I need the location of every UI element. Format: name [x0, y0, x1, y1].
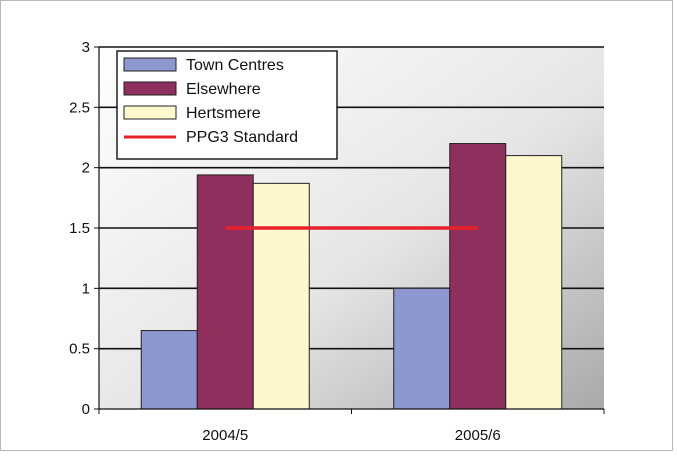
legend-label: Town Centres: [186, 57, 284, 74]
y-tick-label: 1.5: [69, 220, 90, 237]
bar-hertsmere-0: [252, 182, 310, 410]
legend-label: Hertsmere: [186, 105, 261, 122]
y-tick-label: 2.5: [69, 99, 90, 116]
bars: [140, 143, 563, 410]
x-tick-label: 2004/5: [202, 427, 248, 444]
bar-town-centres-1: [393, 287, 451, 410]
y-tick-label: 3: [82, 39, 90, 56]
legend-label: PPG3 Standard: [186, 129, 298, 146]
bar-town-centres-0: [140, 330, 198, 410]
legend-label: Elsewhere: [186, 81, 261, 98]
y-tick-label: 2: [82, 160, 90, 177]
legend-swatch: [123, 81, 177, 96]
y-tick-label: 1: [82, 280, 90, 297]
y-tick-label: 0: [82, 401, 90, 418]
y-tick-label: 0.5: [69, 341, 90, 358]
axes: 0 0.5 1 1.5 2 2.5 3 2004/5 2005/6: [69, 39, 605, 444]
bar-elsewhere-1: [449, 143, 507, 410]
bar-elsewhere-0: [196, 174, 254, 410]
bar-hertsmere-1: [505, 155, 563, 410]
legend-swatch: [123, 57, 177, 72]
x-tick-label: 2005/6: [455, 427, 501, 444]
legend: Town Centres Elsewhere Hertsmere PPG3 Stand…: [116, 50, 338, 160]
legend-swatch: [123, 105, 177, 120]
